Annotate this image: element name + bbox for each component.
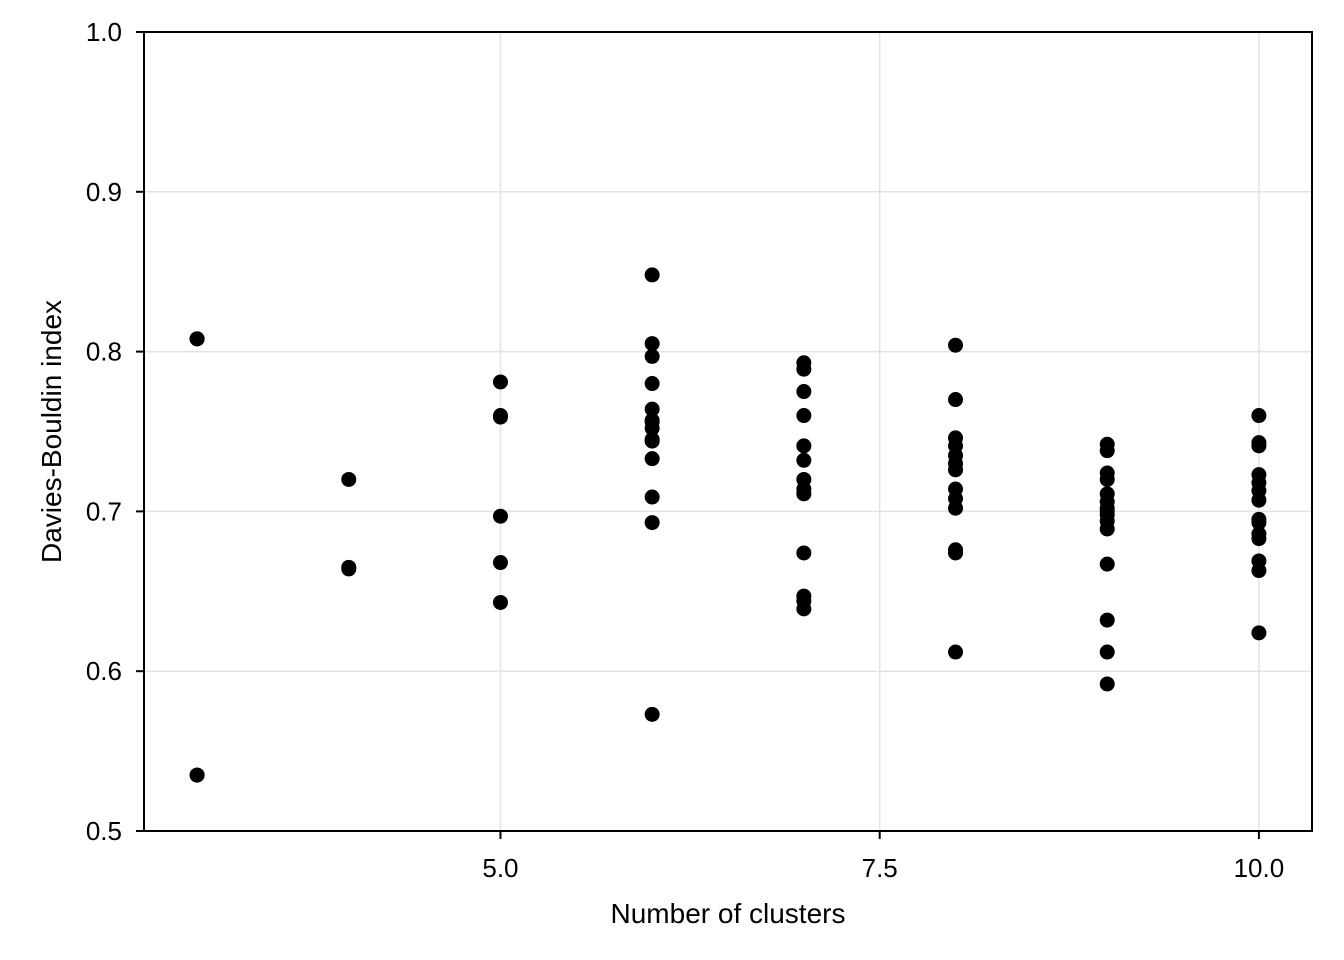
data-point	[948, 462, 964, 478]
y-tick-label: 1.0	[86, 17, 122, 47]
data-point	[796, 408, 812, 424]
data-point	[492, 508, 508, 524]
y-tick-label: 0.9	[86, 177, 122, 207]
data-point	[492, 409, 508, 425]
plot-frame	[143, 31, 1313, 832]
data-point	[1099, 503, 1115, 519]
axis-ticks: 5.0 7.5 10.0 0.5 0.6 0.7 0.8 0.9 1.0	[86, 17, 1284, 883]
data-point	[796, 361, 812, 377]
data-point	[1251, 563, 1267, 579]
data-point	[948, 644, 964, 660]
data-point	[796, 384, 812, 400]
data-point	[644, 336, 660, 352]
data-point	[644, 431, 660, 447]
data-point	[1099, 644, 1115, 660]
data-point	[1251, 515, 1267, 531]
y-axis-title: Davies-Bouldin index	[36, 300, 67, 563]
data-point	[492, 594, 508, 610]
data-point	[492, 555, 508, 571]
data-point	[948, 500, 964, 516]
data-point	[341, 471, 357, 487]
data-point	[1099, 471, 1115, 487]
x-tick-label: 5.0	[482, 853, 518, 883]
data-point	[796, 601, 812, 617]
data-point	[644, 401, 660, 417]
data-point	[492, 374, 508, 390]
data-point	[644, 451, 660, 467]
data-point	[1251, 492, 1267, 508]
y-tick-label: 0.5	[86, 816, 122, 846]
data-point	[644, 515, 660, 531]
y-tick-label: 0.8	[86, 337, 122, 367]
data-point	[189, 767, 205, 783]
data-point	[341, 561, 357, 577]
data-point	[1099, 556, 1115, 572]
data-point	[644, 348, 660, 364]
x-tick-label: 10.0	[1234, 853, 1285, 883]
data-point	[644, 267, 660, 283]
y-tick-label: 0.7	[86, 496, 122, 526]
data-point	[796, 486, 812, 502]
data-point	[189, 331, 205, 347]
data-point	[644, 489, 660, 505]
data-point	[796, 438, 812, 454]
data-point	[1099, 443, 1115, 459]
data-point	[948, 545, 964, 561]
data-point	[644, 414, 660, 430]
x-axis-title: Number of clusters	[611, 898, 846, 929]
x-tick-label: 7.5	[862, 853, 898, 883]
data-point	[1099, 676, 1115, 692]
data-point	[1251, 408, 1267, 424]
data-point	[1251, 625, 1267, 641]
data-point	[1251, 438, 1267, 454]
data-point	[948, 392, 964, 408]
grid-lines	[144, 31, 1312, 832]
data-point	[796, 545, 812, 561]
data-point	[644, 376, 660, 392]
data-point	[948, 337, 964, 353]
data-point	[644, 706, 660, 722]
y-tick-label: 0.6	[86, 656, 122, 686]
data-point	[1251, 531, 1267, 547]
data-point	[796, 452, 812, 468]
data-point	[1099, 521, 1115, 537]
data-point	[1099, 612, 1115, 628]
data-points	[189, 267, 1267, 783]
